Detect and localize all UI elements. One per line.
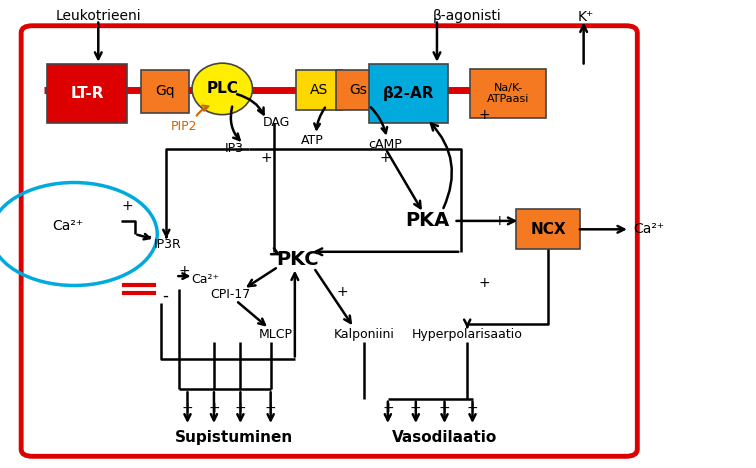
FancyBboxPatch shape — [470, 69, 546, 118]
Text: Kalponiini: Kalponiini — [334, 328, 395, 341]
FancyBboxPatch shape — [47, 64, 126, 123]
Text: +: + — [208, 401, 220, 415]
Text: Ca²⁺: Ca²⁺ — [634, 222, 665, 236]
Text: +: + — [181, 401, 194, 415]
Text: -: - — [162, 287, 168, 305]
Text: +: + — [478, 276, 490, 290]
Text: IP3R: IP3R — [154, 238, 181, 251]
Text: Ca²⁺: Ca²⁺ — [191, 273, 220, 286]
Text: +: + — [410, 401, 422, 415]
Text: -: - — [145, 227, 151, 245]
Text: Gs: Gs — [349, 83, 367, 97]
Text: +: + — [234, 401, 246, 415]
Text: +: + — [438, 401, 451, 415]
Text: Hyperpolarisaatio: Hyperpolarisaatio — [412, 328, 522, 341]
Text: PIP2: PIP2 — [170, 120, 197, 133]
Text: PKA: PKA — [405, 212, 449, 230]
Text: Vasodilaatio: Vasodilaatio — [392, 430, 497, 445]
Text: β-agonisti: β-agonisti — [433, 9, 501, 23]
Text: +: + — [121, 199, 133, 213]
FancyBboxPatch shape — [369, 64, 448, 123]
Text: Gq: Gq — [155, 84, 175, 98]
FancyBboxPatch shape — [296, 70, 342, 110]
Text: cAMP: cAMP — [369, 138, 402, 151]
Text: +: + — [380, 151, 392, 165]
Text: Na/K-
ATPaasi: Na/K- ATPaasi — [487, 83, 529, 104]
Text: Supistuminen: Supistuminen — [175, 430, 293, 445]
Text: Leukotrieeni: Leukotrieeni — [55, 9, 141, 23]
FancyBboxPatch shape — [516, 210, 581, 249]
Text: Ca²⁺: Ca²⁺ — [52, 219, 84, 233]
Text: +: + — [478, 108, 490, 122]
Text: K⁺: K⁺ — [578, 10, 594, 24]
Text: NCX: NCX — [530, 222, 566, 237]
FancyBboxPatch shape — [141, 70, 188, 113]
Text: +: + — [382, 401, 394, 415]
FancyBboxPatch shape — [336, 70, 381, 110]
Text: MLCP: MLCP — [259, 328, 293, 341]
Text: +: + — [178, 264, 191, 278]
Text: +: + — [336, 285, 349, 300]
Text: +: + — [260, 151, 272, 165]
Ellipse shape — [192, 63, 253, 115]
Text: PLC: PLC — [206, 81, 238, 96]
Text: CPI-17: CPI-17 — [210, 288, 251, 301]
Text: +: + — [466, 401, 479, 415]
Text: ATP: ATP — [301, 134, 324, 147]
Text: DAG: DAG — [263, 116, 290, 129]
Text: IP3: IP3 — [225, 142, 243, 155]
Text: β2-AR: β2-AR — [383, 86, 434, 101]
Text: LT-R: LT-R — [70, 86, 104, 101]
Text: AS: AS — [310, 83, 328, 97]
Text: +: + — [493, 214, 505, 228]
Text: +: + — [265, 401, 277, 415]
Text: PKC: PKC — [276, 250, 318, 269]
